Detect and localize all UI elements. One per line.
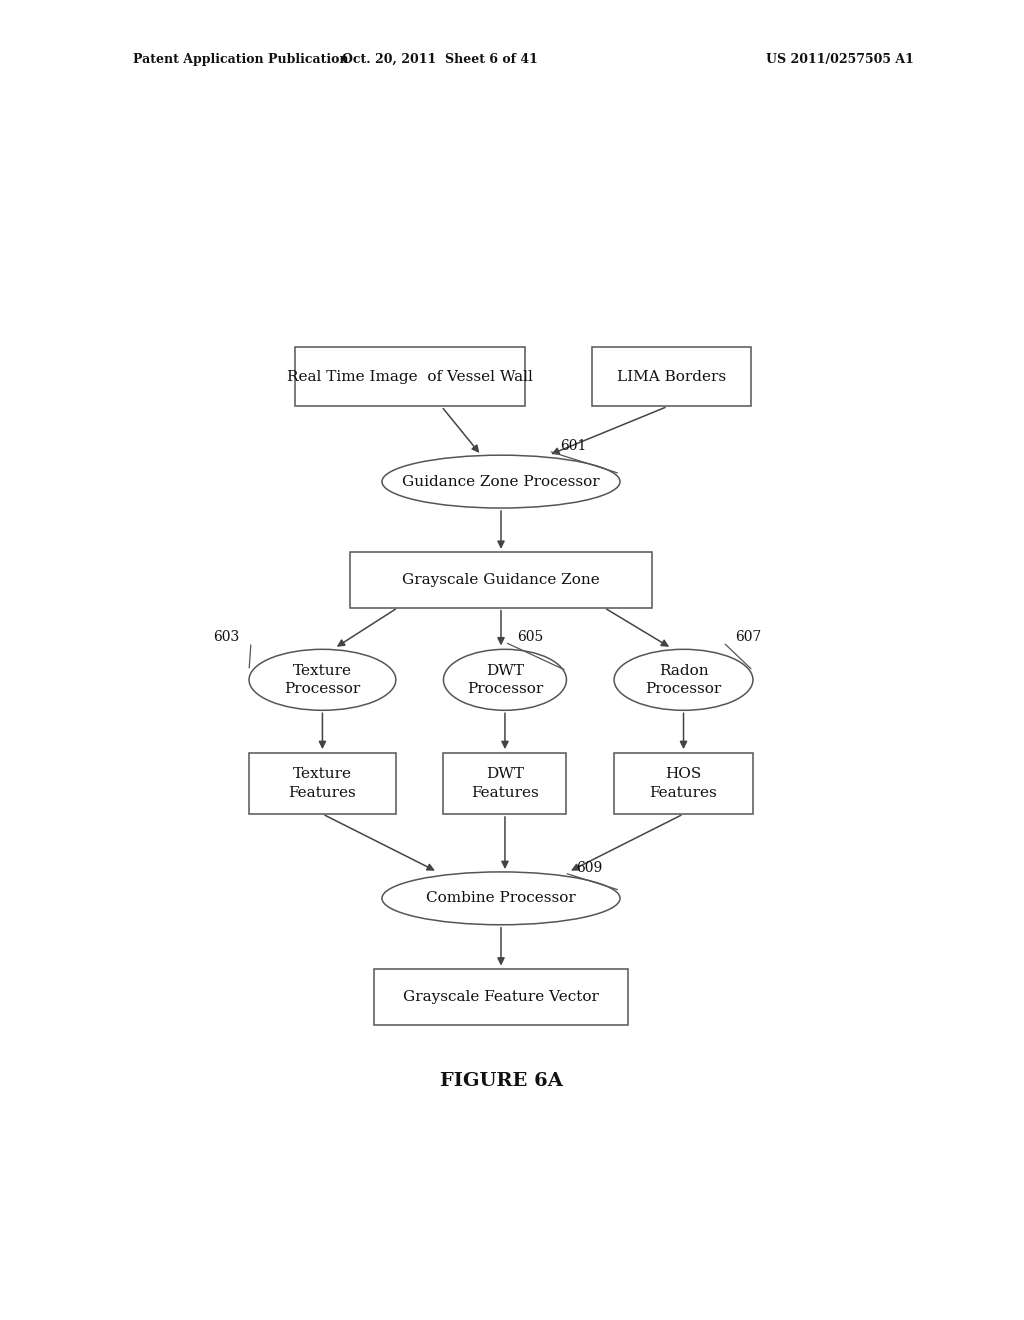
Ellipse shape — [614, 649, 753, 710]
Text: Texture
Processor: Texture Processor — [285, 664, 360, 696]
FancyBboxPatch shape — [249, 752, 396, 814]
Text: Patent Application Publication: Patent Application Publication — [133, 53, 348, 66]
FancyBboxPatch shape — [443, 752, 566, 814]
Text: Real Time Image  of Vessel Wall: Real Time Image of Vessel Wall — [287, 370, 532, 384]
Text: Radon
Processor: Radon Processor — [645, 664, 722, 696]
Ellipse shape — [382, 455, 620, 508]
Text: HOS
Features: HOS Features — [649, 767, 718, 800]
Text: Combine Processor: Combine Processor — [426, 891, 575, 906]
Text: 603: 603 — [213, 630, 239, 644]
Text: DWT
Processor: DWT Processor — [467, 664, 543, 696]
FancyBboxPatch shape — [295, 347, 524, 407]
Text: FIGURE 6A: FIGURE 6A — [439, 1072, 562, 1090]
Ellipse shape — [249, 649, 396, 710]
Ellipse shape — [443, 649, 566, 710]
FancyBboxPatch shape — [614, 752, 753, 814]
FancyBboxPatch shape — [592, 347, 751, 407]
Text: US 2011/0257505 A1: US 2011/0257505 A1 — [766, 53, 913, 66]
Text: Texture
Features: Texture Features — [289, 767, 356, 800]
Text: 601: 601 — [560, 440, 587, 453]
Text: Grayscale Guidance Zone: Grayscale Guidance Zone — [402, 573, 600, 587]
Text: Grayscale Feature Vector: Grayscale Feature Vector — [403, 990, 599, 1005]
Text: LIMA Borders: LIMA Borders — [617, 370, 726, 384]
Ellipse shape — [382, 873, 620, 925]
Text: 609: 609 — [577, 861, 603, 875]
Text: Oct. 20, 2011  Sheet 6 of 41: Oct. 20, 2011 Sheet 6 of 41 — [342, 53, 539, 66]
FancyBboxPatch shape — [374, 969, 628, 1024]
FancyBboxPatch shape — [350, 552, 651, 609]
Text: 607: 607 — [735, 630, 762, 644]
Text: DWT
Features: DWT Features — [471, 767, 539, 800]
Text: Guidance Zone Processor: Guidance Zone Processor — [402, 475, 600, 488]
Text: 605: 605 — [517, 630, 543, 644]
